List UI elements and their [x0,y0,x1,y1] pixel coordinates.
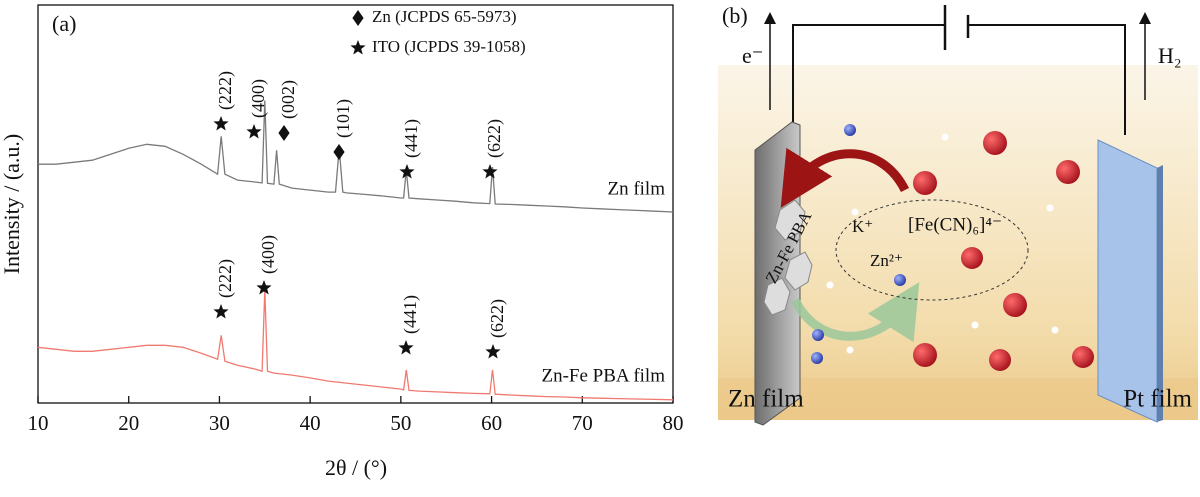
peak-label: (222) [215,71,236,110]
x-tick-label: 60 [481,411,502,435]
electrode-label: Pt film [1123,386,1192,413]
xrd-curve [38,100,674,213]
x-tick-label: 40 [300,411,321,435]
legend-marker [350,40,366,55]
peak-marker [256,280,272,295]
peak-marker [333,144,345,160]
peak-marker [398,340,414,355]
x-tick-label: 70 [572,411,593,435]
legend-marker [352,10,364,26]
plot-frame [37,4,674,404]
peak-marker [482,164,498,179]
pt-edge [1157,165,1163,422]
pba-crystal [763,277,791,316]
schematic: (b) e⁻ H₂ Zn-Fe PBA K⁺ [Fe(CN)₆]⁴⁻ Zn²⁺ [718,3,1198,426]
x-tick-label: 30 [209,411,230,435]
peak-label: (622) [484,119,505,158]
pt-electrode [1097,139,1158,423]
x-axis-label: 2θ / (°) [325,455,387,480]
peak-label: (222) [215,259,236,298]
ion-label: K⁺ [852,217,873,236]
gas-label: H₂ [1158,43,1182,68]
peak-label: (101) [333,99,354,138]
peak-marker [213,116,229,131]
peak-label: (400) [248,79,269,118]
series-label: Zn-Fe PBA film [541,365,665,386]
peak-label: (622) [487,299,508,338]
peak-marker [399,164,415,179]
peak-marker [246,124,262,139]
electrode-label: Zn film [728,386,804,413]
y-axis-label: Intensity / (a.u.) [0,134,24,275]
x-tick-label: 50 [390,411,411,435]
complex-region [835,199,1029,301]
peak-label: (441) [400,295,421,334]
ions [811,124,1094,371]
reaction-arrow [780,147,910,208]
peak-label: (002) [278,80,299,119]
legend-label: ITO (JCPDS 39-1058) [372,37,526,56]
ion-label: [Fe(CN)₆]⁴⁻ [908,214,1002,235]
peak-label: (400) [258,235,279,274]
ion-label: Zn²⁺ [870,251,903,270]
peak-marker [485,344,501,359]
x-tick-label: 10 [28,411,49,435]
xrd-curve [37,289,674,401]
x-tick-label: 20 [118,411,139,435]
circuit-wire [792,24,1126,135]
peak-marker [213,304,229,319]
peak-marker [278,125,290,141]
x-tick-label: 80 [663,411,684,435]
reaction-arrow [790,282,920,343]
panel-label: (b) [722,3,748,28]
electron-label: e⁻ [742,43,763,68]
plot-layer: 10 20 30 40 50 60 70 80 Zn (JCPDS 65-5973) ITO (J… [28,7,684,435]
pba-crystal [784,251,813,291]
legend-label: Zn (JCPDS 65-5973) [372,7,517,26]
series-label: Zn film [607,178,665,199]
panel-label: (a) [52,11,76,36]
peak-label: (441) [401,119,422,158]
